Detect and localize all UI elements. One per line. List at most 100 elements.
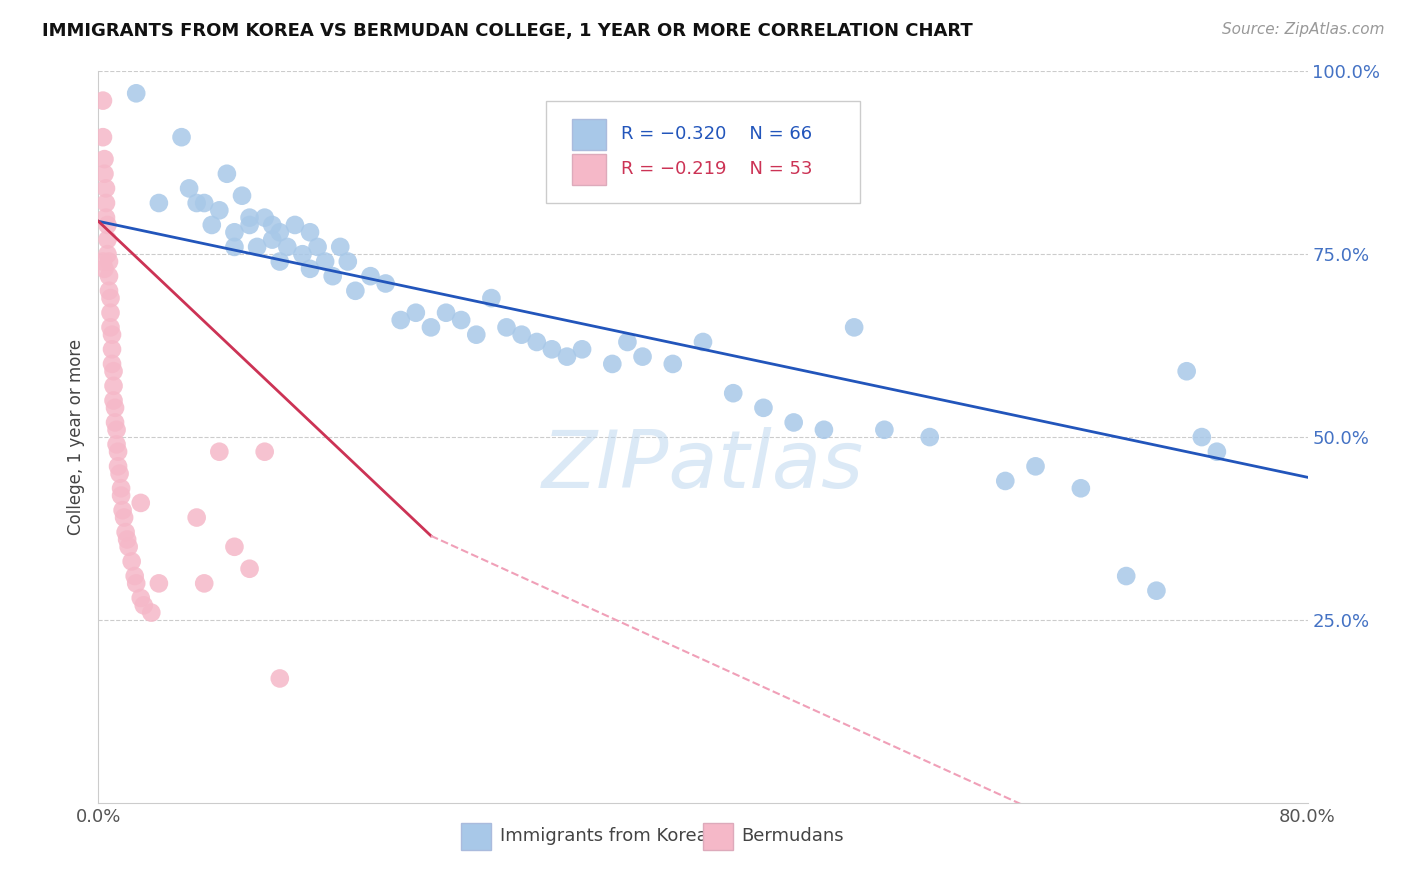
Point (105, 423, 128, 437)
Point (783, 416, 806, 430)
Point (186, 196, 208, 211)
Point (125, 576, 148, 591)
Point (1191, 430, 1213, 444)
FancyBboxPatch shape (461, 822, 492, 850)
Point (723, 386, 745, 401)
Point (224, 540, 246, 554)
Point (111, 503, 134, 517)
Point (374, 277, 396, 291)
Point (360, 269, 382, 284)
Point (91, 254, 114, 268)
Point (141, 606, 163, 620)
Point (631, 350, 654, 364)
Point (104, 401, 127, 415)
Point (224, 240, 246, 254)
Point (813, 423, 835, 437)
Point (100, 306, 122, 320)
Text: Immigrants from Korea: Immigrants from Korea (501, 828, 707, 846)
Point (420, 320, 443, 334)
FancyBboxPatch shape (572, 119, 606, 150)
Point (98, 254, 121, 268)
Point (208, 444, 231, 458)
Point (129, 496, 152, 510)
Point (253, 211, 276, 225)
Point (114, 525, 136, 540)
Point (344, 284, 367, 298)
Point (107, 459, 129, 474)
Point (253, 444, 276, 458)
Point (103, 379, 125, 393)
Point (510, 327, 533, 342)
Point (269, 254, 291, 268)
Point (108, 467, 131, 481)
Point (104, 416, 127, 430)
Point (495, 320, 517, 334)
Point (91, 94, 114, 108)
Point (179, 181, 201, 195)
Point (276, 240, 298, 254)
Point (100, 320, 122, 334)
Point (336, 254, 359, 268)
Point (215, 167, 238, 181)
Point (98, 269, 121, 284)
Y-axis label: College, 1 year or more: College, 1 year or more (66, 339, 84, 535)
Point (692, 334, 714, 349)
Point (112, 510, 135, 524)
Point (291, 247, 314, 261)
Point (284, 218, 307, 232)
Point (434, 306, 457, 320)
Point (124, 569, 146, 583)
Point (307, 240, 329, 254)
Point (1206, 444, 1229, 458)
Point (96, 218, 118, 232)
Point (231, 188, 253, 202)
Point (540, 343, 562, 357)
Point (239, 562, 262, 576)
Point (1175, 364, 1198, 378)
Point (465, 327, 488, 342)
Point (110, 489, 132, 503)
Point (918, 430, 941, 444)
Point (96, 247, 118, 261)
Text: Source: ZipAtlas.com: Source: ZipAtlas.com (1222, 22, 1385, 37)
Point (314, 254, 336, 268)
Point (239, 218, 262, 232)
Point (526, 334, 548, 349)
Point (994, 474, 1017, 488)
FancyBboxPatch shape (546, 101, 860, 203)
Point (100, 291, 122, 305)
Point (118, 540, 141, 554)
Point (661, 357, 683, 371)
Point (481, 291, 503, 305)
Point (299, 261, 322, 276)
Text: R = −0.219    N = 53: R = −0.219 N = 53 (621, 161, 813, 178)
Point (1070, 481, 1092, 495)
Point (329, 240, 352, 254)
Point (98, 284, 121, 298)
Point (94, 211, 117, 225)
Point (101, 343, 124, 357)
Point (105, 437, 128, 451)
Point (94, 181, 117, 195)
Point (873, 423, 896, 437)
Point (101, 327, 124, 342)
Text: Bermudans: Bermudans (742, 828, 845, 846)
Text: R = −0.320    N = 66: R = −0.320 N = 66 (621, 125, 811, 143)
Point (93, 261, 115, 276)
Point (571, 343, 593, 357)
Point (107, 444, 129, 458)
Text: IMMIGRANTS FROM KOREA VS BERMUDAN COLLEGE, 1 YEAR OR MORE CORRELATION CHART: IMMIGRANTS FROM KOREA VS BERMUDAN COLLEG… (42, 22, 973, 40)
Point (96, 233, 118, 247)
Point (121, 554, 143, 568)
Point (101, 357, 124, 371)
Point (844, 320, 866, 334)
Point (1024, 459, 1046, 474)
Point (132, 599, 155, 613)
Point (201, 218, 224, 232)
Point (110, 481, 132, 495)
Point (125, 87, 148, 101)
Point (405, 306, 427, 320)
Point (193, 576, 215, 591)
Point (170, 130, 193, 145)
Point (239, 211, 262, 225)
